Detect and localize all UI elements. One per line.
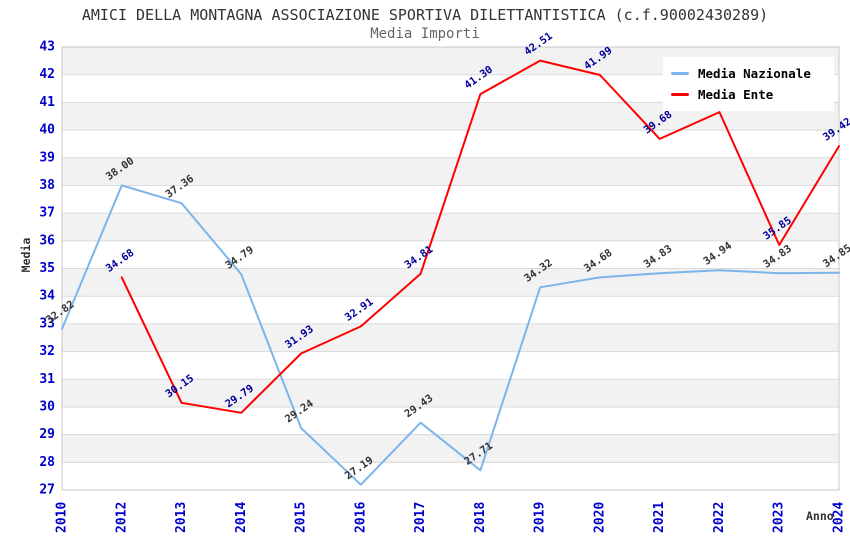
x-tick-label: 2010 bbox=[55, 502, 70, 533]
legend-item-media-ente[interactable]: Media Ente bbox=[671, 84, 826, 105]
y-tick-label: 43 bbox=[39, 40, 55, 55]
plot-band bbox=[62, 323, 839, 352]
plot-band bbox=[62, 240, 839, 269]
x-tick-label: 2020 bbox=[592, 502, 607, 533]
x-tick-label: 2014 bbox=[234, 502, 249, 533]
plot-band bbox=[62, 406, 839, 435]
x-tick-label: 2022 bbox=[712, 502, 727, 533]
series-line-media-nazionale[interactable] bbox=[61, 184, 840, 486]
x-tick-label: 2024 bbox=[832, 502, 847, 533]
legend-item-media-nazionale[interactable]: Media Nazionale bbox=[671, 63, 826, 84]
plot-border bbox=[61, 46, 840, 491]
legend-label: Media Ente bbox=[698, 87, 774, 102]
y-tick-label: 39 bbox=[39, 150, 55, 165]
y-tick-label: 38 bbox=[39, 178, 55, 193]
x-tick-label: 2018 bbox=[473, 502, 488, 533]
y-tick-label: 36 bbox=[39, 233, 55, 248]
x-tick-label: 2023 bbox=[772, 502, 787, 533]
x-tick-label: 2017 bbox=[413, 502, 428, 533]
y-tick-label: 27 bbox=[39, 483, 55, 498]
y-tick-label: 41 bbox=[39, 95, 55, 110]
y-tick-label: 30 bbox=[39, 399, 55, 414]
legend-swatch-ente-icon bbox=[671, 93, 689, 96]
y-tick-label: 33 bbox=[39, 316, 55, 331]
y-tick-label: 40 bbox=[39, 123, 55, 138]
x-tick-label: 2015 bbox=[294, 502, 309, 533]
x-tick-label: 2019 bbox=[533, 502, 548, 533]
legend-label: Media Nazionale bbox=[698, 66, 811, 81]
x-axis-title: Anno bbox=[806, 509, 834, 523]
plot-band bbox=[62, 296, 839, 324]
plot-band bbox=[62, 268, 839, 297]
plot-band bbox=[62, 213, 839, 241]
y-tick-label: 42 bbox=[39, 67, 55, 82]
x-tick-label: 2021 bbox=[652, 502, 667, 533]
x-tick-label: 2012 bbox=[114, 502, 129, 533]
legend: Media Nazionale Media Ente bbox=[663, 57, 834, 111]
series-line-media-ente[interactable] bbox=[120, 59, 840, 414]
plot-band bbox=[62, 185, 839, 214]
plot-band bbox=[62, 379, 839, 407]
plot-band bbox=[62, 351, 839, 380]
y-tick-label: 32 bbox=[39, 344, 55, 359]
y-axis-title: Media bbox=[19, 237, 33, 273]
plot-band bbox=[62, 462, 839, 490]
y-tick-label: 34 bbox=[39, 289, 55, 304]
y-tick-label: 31 bbox=[39, 372, 55, 387]
chart-title: AMICI DELLA MONTAGNA ASSOCIAZIONE SPORTI… bbox=[81, 6, 769, 24]
plot-band bbox=[62, 130, 839, 158]
chart-subtitle: Media Importi bbox=[370, 26, 480, 42]
y-tick-label: 29 bbox=[39, 427, 55, 442]
y-tick-label: 37 bbox=[39, 206, 55, 221]
x-tick-label: 2013 bbox=[174, 502, 189, 533]
plot-band bbox=[62, 434, 839, 463]
legend-swatch-nazionale-icon bbox=[671, 72, 689, 75]
x-tick-label: 2016 bbox=[353, 502, 368, 533]
y-tick-label: 28 bbox=[39, 455, 55, 470]
y-tick-label: 35 bbox=[39, 261, 55, 276]
